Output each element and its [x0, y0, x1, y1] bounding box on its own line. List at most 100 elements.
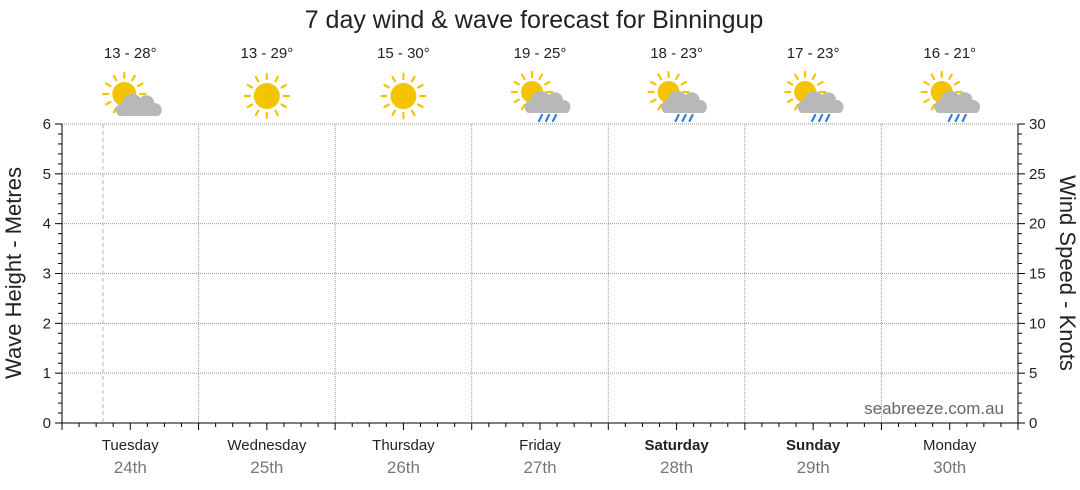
left-tick-labels: 0 1 2 3 4 5 6 [43, 116, 51, 432]
left-tick-label: 2 [43, 315, 51, 332]
day-column-tuesday: 13 - 28° Tuesday 24th [102, 45, 162, 477]
sun-ray [410, 75, 416, 83]
sun-ray [930, 103, 936, 111]
sun-ray [417, 83, 424, 89]
right-tick-label: 25 [1029, 166, 1046, 183]
sun-ray [538, 73, 544, 81]
day-name: Tuesday [102, 437, 159, 454]
left-tick-label: 4 [43, 216, 51, 233]
day-date: 25th [250, 458, 283, 477]
day-columns: 13 - 28° Tuesday 24th 13 - 29° Wednesday 25th… [102, 45, 981, 477]
sun-ray [417, 103, 424, 109]
rain-drop [551, 113, 558, 123]
rain-drop [544, 113, 551, 123]
right-tick-label: 30 [1029, 116, 1046, 133]
showers-icon [510, 70, 571, 123]
day-date: 24th [114, 458, 147, 477]
sun-ray [953, 80, 961, 86]
temperature-range: 15 - 30° [377, 45, 430, 62]
left-tick-label: 5 [43, 166, 51, 183]
sun-ray [274, 75, 279, 83]
rain-drop [818, 113, 824, 123]
sun-ray [391, 109, 397, 117]
right-tick-label: 5 [1029, 365, 1037, 382]
sun-ray [513, 98, 521, 104]
day-date: 26th [387, 458, 420, 477]
left-tick-label: 3 [43, 266, 51, 283]
watermark: seabreeze.com.au [864, 399, 1004, 418]
sun-icon [243, 72, 290, 120]
sun-ray [786, 80, 794, 86]
sun-ray [520, 103, 526, 111]
right-tick-label: 20 [1029, 216, 1046, 233]
rain-drop [954, 113, 960, 123]
right-tick-label: 0 [1029, 415, 1037, 432]
left-axis-title: Wave Height - Metres [1, 167, 26, 379]
sun-ray [112, 74, 118, 82]
sun-ray [246, 103, 254, 109]
sun-ray [923, 80, 930, 86]
sun-ray [657, 73, 663, 81]
chart-title: 7 day wind & wave forecast for Binningup [305, 6, 764, 34]
day-name: Sunday [786, 437, 841, 454]
sun-ray [131, 74, 136, 82]
day-name: Friday [519, 437, 561, 454]
sun-ray [543, 80, 551, 86]
left-tick-label: 1 [43, 365, 51, 382]
sun-ray [948, 73, 953, 81]
sun-ray [923, 98, 930, 104]
right-tick-label: 10 [1029, 315, 1046, 332]
rain-drop [811, 113, 817, 123]
day-column-sunday: 17 - 23° Sunday 29th [784, 45, 844, 477]
cloud-shape [524, 90, 571, 113]
showers-icon [647, 70, 707, 123]
rain-drop [674, 113, 680, 123]
rain-drop [537, 113, 544, 123]
day-name: Monday [923, 437, 977, 454]
right-tick-label: 15 [1029, 266, 1046, 283]
sun-ray [794, 103, 799, 111]
sun-ray [280, 103, 288, 109]
day-date: 28th [660, 458, 693, 477]
cloud-shape [797, 90, 844, 113]
sun-ray [930, 73, 936, 81]
sun-ray [104, 100, 112, 106]
sun-ray [410, 109, 416, 117]
day-column-saturday: 18 - 23° Saturday 28th [644, 45, 709, 477]
sun-ray [104, 82, 112, 88]
cloud-shape [661, 90, 707, 113]
sun-ray [794, 73, 799, 81]
sun-ray [680, 80, 687, 86]
day-date: 27th [523, 458, 556, 477]
rain-drop [947, 113, 953, 123]
left-tick-label: 6 [43, 116, 51, 133]
sun-ray [383, 103, 390, 109]
sun-ray [137, 82, 144, 88]
sun-disc [253, 83, 280, 109]
sun-ray [280, 83, 288, 89]
day-column-thursday: 15 - 30° Thursday 26th [372, 45, 435, 477]
sun-ray [657, 103, 663, 111]
sun-ray [520, 73, 526, 81]
day-column-wednesday: 13 - 29° Wednesday 25th [227, 45, 306, 477]
temperature-range: 16 - 21° [923, 45, 976, 62]
rain-drop [825, 113, 831, 123]
sun-ray [674, 73, 680, 81]
left-tick-label: 0 [43, 415, 51, 432]
sun-ray [786, 98, 794, 104]
day-column-monday: 16 - 21° Monday 30th [920, 45, 981, 477]
partly-cloudy-icon [102, 71, 162, 117]
showers-icon [784, 70, 844, 123]
grid-layer [62, 123, 1018, 423]
temperature-range: 13 - 29° [241, 45, 294, 62]
rain-drop [688, 113, 694, 123]
day-name: Thursday [372, 437, 435, 454]
right-tick-labels: 0 5 10 15 20 25 30 [1029, 116, 1046, 432]
cloud-shape [115, 93, 162, 116]
sun-ray [650, 98, 657, 104]
day-column-friday: 19 - 25° Friday 27th [510, 45, 571, 477]
rain-drop [681, 113, 687, 123]
day-name: Saturday [644, 437, 709, 454]
sun-ray [254, 109, 260, 117]
